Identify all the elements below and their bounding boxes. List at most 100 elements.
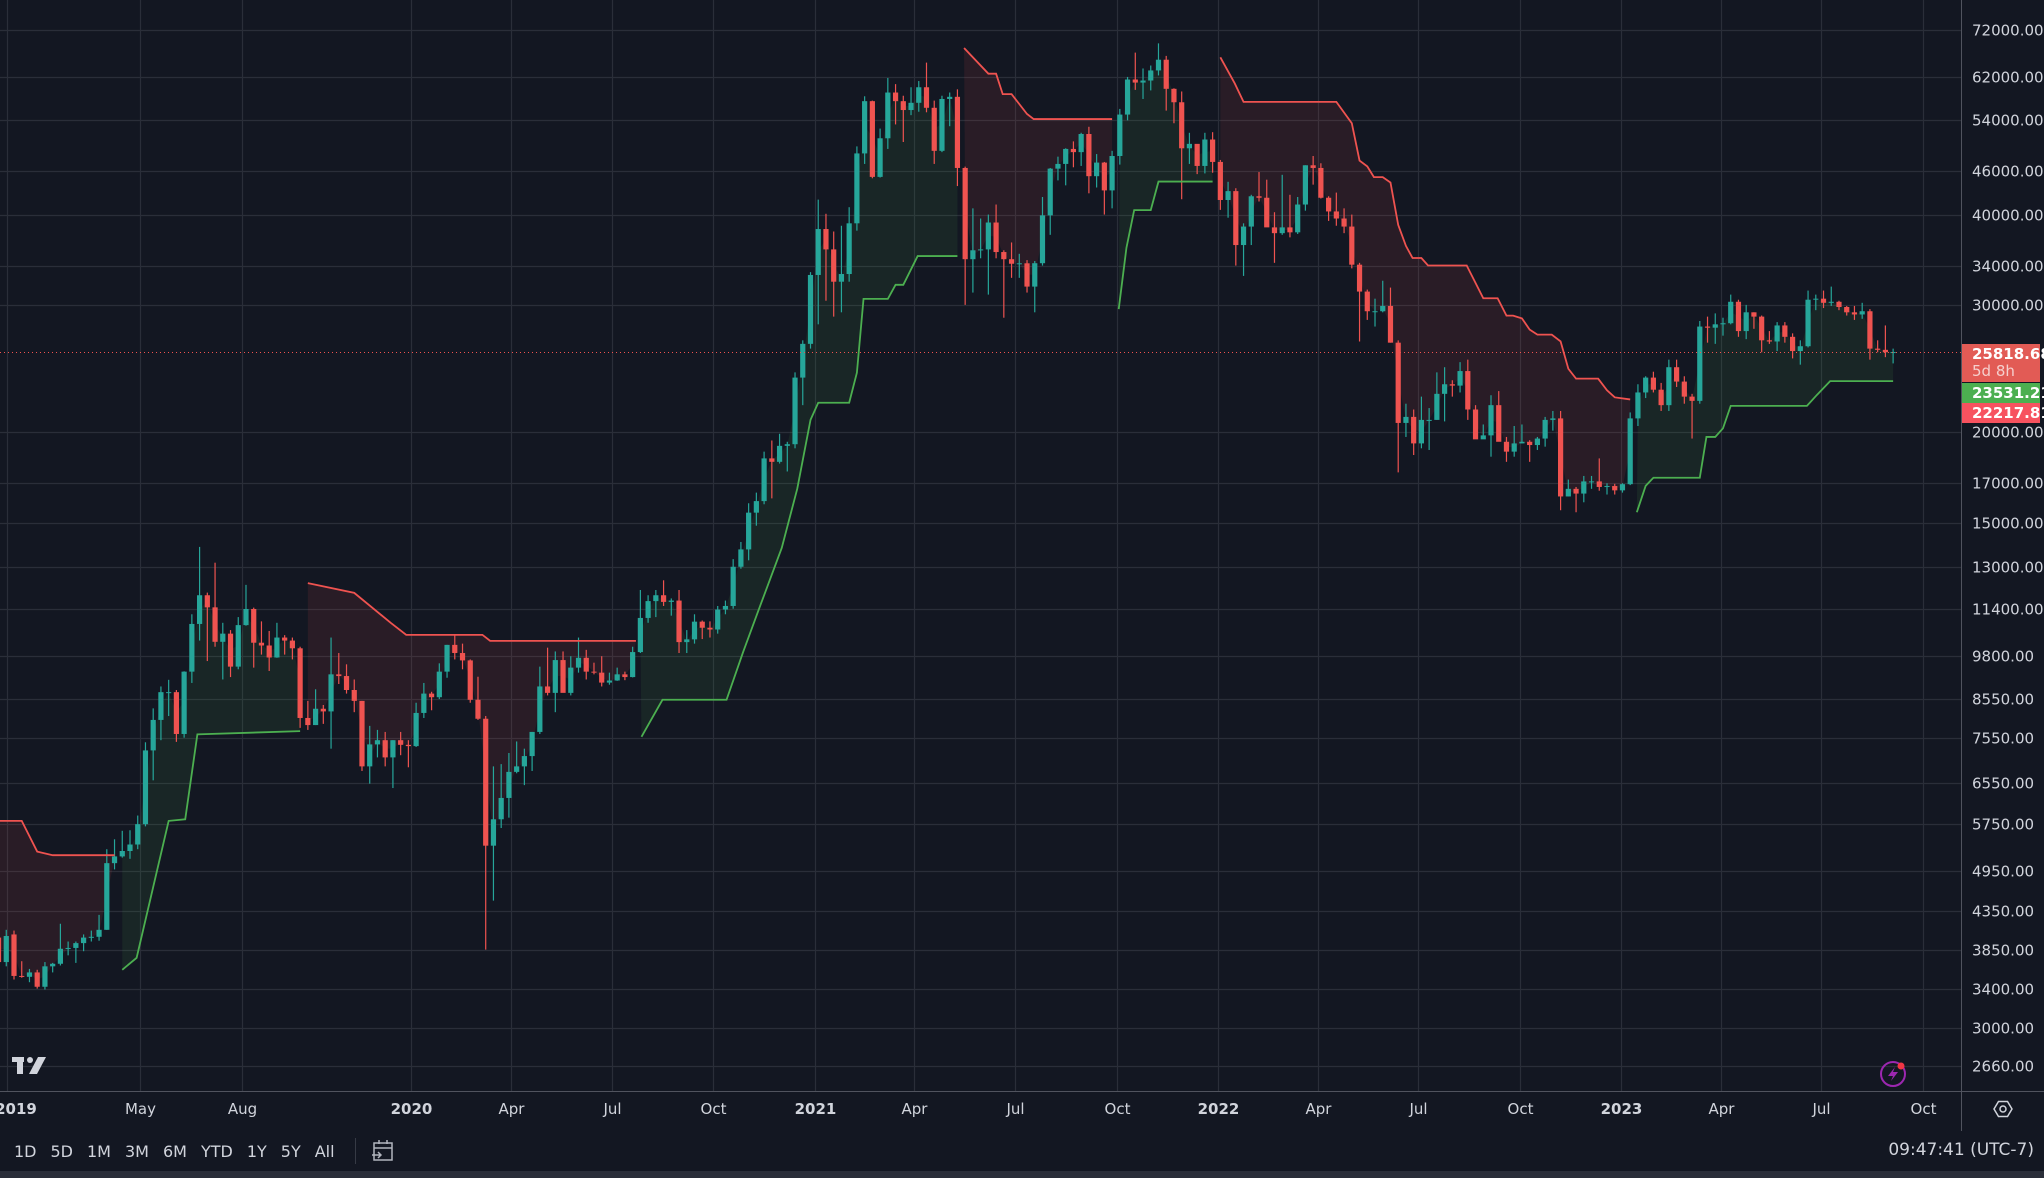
candle-body — [1016, 263, 1022, 265]
toolbar-divider — [354, 1138, 356, 1164]
candle — [668, 598, 674, 616]
candle-body — [1403, 416, 1409, 423]
candle — [1001, 250, 1007, 318]
candle-body — [166, 692, 172, 694]
candle-body — [1472, 409, 1479, 440]
hexagon-settings-icon[interactable] — [1993, 1100, 2013, 1118]
candle-body — [111, 856, 118, 864]
candle — [1735, 299, 1742, 337]
tradingview-logo[interactable] — [12, 1057, 46, 1074]
range-3m[interactable]: 3M — [124, 1141, 149, 1161]
candle-body — [73, 943, 79, 948]
candle-body — [776, 445, 783, 462]
range-1y[interactable]: 1Y — [246, 1141, 267, 1161]
candle-body — [1828, 301, 1834, 303]
candle — [599, 656, 605, 687]
candle-body — [916, 87, 922, 103]
lightning-icon[interactable] — [1880, 1061, 1906, 1087]
candle — [1813, 294, 1819, 311]
bar-countdown: 5d 8h — [1972, 362, 2015, 380]
candle-body — [900, 101, 906, 111]
candle-body — [328, 674, 334, 712]
candle-body — [1070, 148, 1077, 153]
candle-body — [923, 87, 930, 108]
candle — [1673, 359, 1680, 387]
candle — [1086, 126, 1092, 194]
candle-body — [877, 138, 883, 177]
candle-body — [1836, 301, 1842, 307]
candle-body — [405, 744, 411, 747]
candle-body — [1341, 218, 1347, 227]
candle-body — [1496, 405, 1502, 442]
candle-body — [606, 680, 613, 683]
candle — [1101, 161, 1107, 215]
candle — [962, 166, 968, 305]
price-tick-label: 62000.00 — [1972, 69, 2044, 87]
range-5y[interactable]: 5Y — [280, 1141, 301, 1161]
range-ytd[interactable]: YTD — [200, 1141, 233, 1161]
range-1d[interactable]: 1D — [14, 1141, 37, 1161]
candle — [1766, 331, 1772, 344]
candle-body — [947, 96, 953, 99]
candle-body — [506, 771, 512, 798]
price-tick-label: 3850.00 — [1972, 942, 2034, 960]
candle — [1619, 483, 1626, 493]
candle — [1859, 302, 1865, 319]
time-tick-label: Apr — [1709, 1100, 1736, 1118]
candle-body — [1426, 419, 1432, 421]
candle — [150, 708, 156, 781]
candle-body — [258, 642, 265, 646]
candle — [382, 731, 388, 767]
trend-line-down — [963, 47, 1113, 120]
trend-down-label: 22217.81 — [1962, 403, 2044, 423]
candle — [676, 590, 682, 654]
candle — [784, 441, 790, 472]
candle — [467, 659, 473, 703]
candle-body — [1813, 298, 1819, 300]
candle-body — [792, 377, 798, 445]
candle — [1627, 412, 1633, 486]
candle — [1202, 132, 1208, 174]
candle — [838, 225, 845, 313]
range-6m[interactable]: 6M — [162, 1141, 187, 1161]
range-5d[interactable]: 5D — [50, 1141, 74, 1161]
candle — [1751, 312, 1757, 329]
price-chart[interactable]: 72000.00 62000.00 54000.00 46000.00 40000.00… — [0, 0, 2044, 1131]
candle — [26, 968, 33, 983]
time-axis[interactable]: 2019 May Aug 2020 Apr Jul Oct 2021 Apr Jul Oct 2022… — [0, 1100, 1937, 1118]
trend-up-label: 23531.21 — [1962, 383, 2044, 403]
candle-body — [1844, 306, 1850, 313]
candle-body — [1078, 133, 1084, 153]
candle-body — [96, 929, 102, 937]
calendar-goto-icon[interactable] — [370, 1138, 396, 1164]
candle-body — [660, 595, 667, 602]
candle — [1411, 409, 1417, 456]
price-tick-label: 2660.00 — [1972, 1058, 2034, 1076]
candle — [227, 630, 234, 678]
range-all[interactable]: All — [314, 1141, 335, 1161]
trend-line-down — [0, 820, 115, 857]
candle-body — [1264, 197, 1270, 228]
price-axis[interactable]: 72000.00 62000.00 54000.00 46000.00 40000.00… — [1972, 22, 2044, 1076]
candle — [1148, 65, 1154, 91]
candle-body — [1024, 263, 1030, 287]
candle — [1457, 362, 1463, 393]
range-1m[interactable]: 1M — [87, 1141, 111, 1161]
candle-body — [1132, 79, 1138, 83]
candle — [173, 690, 179, 742]
candle-body — [954, 96, 961, 168]
grid — [0, 0, 1961, 1091]
candle — [738, 541, 744, 569]
candle — [1728, 294, 1734, 325]
candle — [1194, 143, 1200, 175]
candle — [1341, 208, 1347, 234]
price-axis-bg[interactable] — [1962, 0, 2044, 1091]
candle-body — [1681, 381, 1687, 397]
candle — [1534, 436, 1541, 450]
candle — [1612, 483, 1618, 495]
clock[interactable]: 09:47:41 (UTC-7) — [1888, 1140, 2034, 1160]
candle — [1210, 132, 1216, 173]
candle-body — [1442, 384, 1448, 394]
candle — [1109, 150, 1115, 209]
candle — [978, 218, 984, 259]
